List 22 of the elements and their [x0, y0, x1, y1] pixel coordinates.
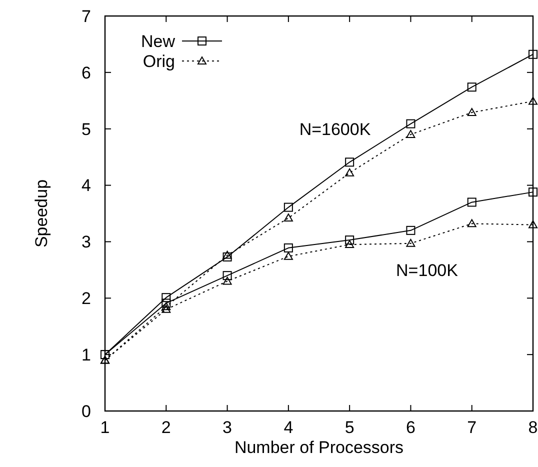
legend-label: Orig: [142, 52, 175, 71]
y-tick-label: 7: [82, 6, 91, 26]
y-tick-label: 2: [82, 289, 91, 308]
y-tick-label: 1: [82, 346, 91, 365]
x-tick-label: 4: [284, 418, 294, 437]
legend-label: New: [140, 32, 176, 51]
x-axis-title: Number of Processors: [234, 438, 404, 457]
x-tick-label: 5: [344, 418, 354, 437]
y-axis-title: Speedup: [32, 179, 51, 248]
y-tick-label: 5: [82, 120, 91, 139]
y-tick-label: 4: [82, 176, 91, 196]
x-tick-label: 1: [100, 418, 110, 437]
x-tick-label: 3: [222, 418, 232, 437]
x-tick-label: 8: [528, 418, 538, 437]
y-tick-label: 3: [82, 232, 91, 252]
annotation: N=1600K: [299, 120, 372, 139]
x-tick-label: 6: [406, 418, 416, 437]
x-tick-label: 7: [467, 418, 477, 437]
y-tick-label: 6: [82, 63, 91, 82]
annotation: N=100K: [396, 260, 459, 280]
x-tick-label: 2: [161, 418, 171, 437]
y-tick-label: 0: [82, 402, 91, 421]
